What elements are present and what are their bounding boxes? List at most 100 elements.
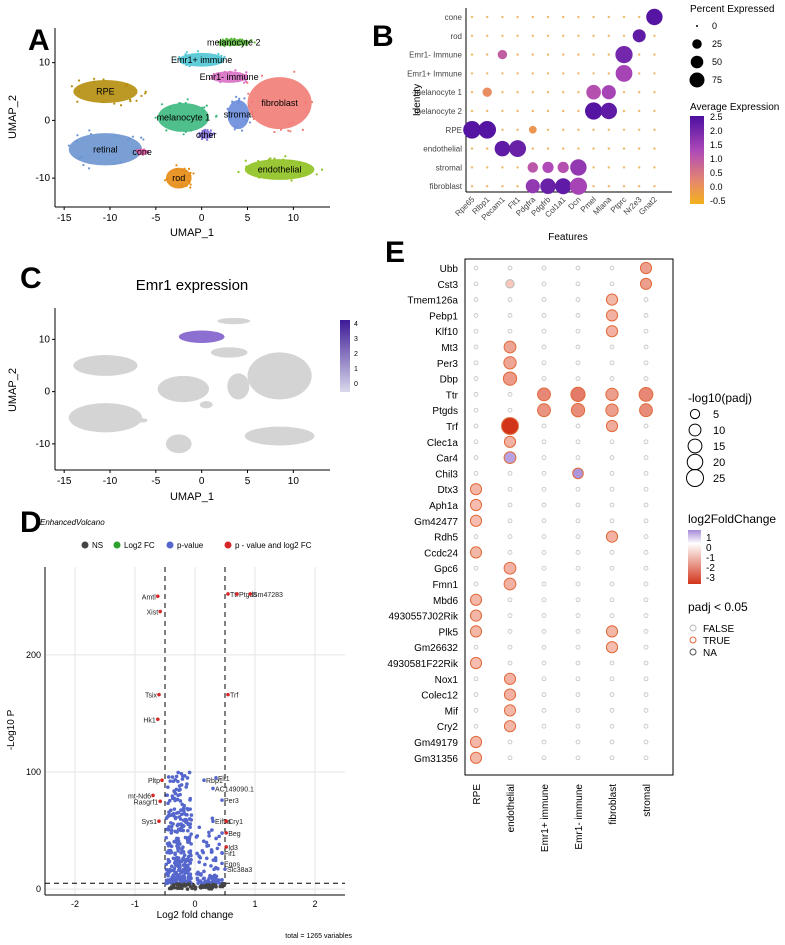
a-cell-point: [212, 132, 215, 135]
d-point: [167, 824, 171, 829]
b-legend-size-label: 50: [712, 57, 722, 67]
e-grid-dot: [507, 328, 513, 334]
d-point: [173, 852, 177, 857]
d-point: [187, 872, 192, 877]
a-cell-point: [252, 114, 255, 118]
b-dot: [555, 178, 572, 195]
a-cell-point: [160, 103, 164, 106]
d-point: [166, 878, 171, 883]
a-cell-point: [233, 37, 236, 40]
e-grid-dot: [541, 534, 547, 539]
d-point: [204, 840, 209, 845]
e-grid-dot: [575, 455, 581, 460]
e-grid-dot: [541, 644, 547, 650]
e-dot: [469, 609, 483, 622]
b-empty-dot: [638, 147, 641, 150]
d-point: [166, 857, 171, 862]
a-xtick-label: -10: [103, 213, 118, 224]
a-cell-point: [257, 176, 261, 179]
a-xtick-label: -15: [57, 213, 72, 224]
e-gene-label: Trf: [446, 422, 458, 433]
e-grid-dot: [473, 313, 479, 318]
d-point: [186, 840, 190, 844]
b-empty-dot: [501, 72, 504, 75]
e-legend-color-label: 1: [706, 533, 712, 544]
d-point: [176, 861, 181, 866]
e-grid-dot: [473, 376, 479, 381]
d-xtick-label: 1: [252, 899, 257, 909]
a-cluster-label: other: [196, 130, 217, 140]
a-cell-point: [315, 173, 318, 176]
e-grid-dot: [541, 692, 547, 697]
b-feature-label: Gnat2: [637, 195, 659, 217]
e-dot: [503, 435, 517, 448]
d-point: [174, 882, 179, 887]
e-legend-size-dot: [689, 408, 701, 420]
b-empty-dot: [607, 166, 610, 169]
b-legend-size-dot: [689, 72, 705, 88]
a-cell-point: [201, 106, 204, 109]
e-legend-sig-title: padj < 0.05: [688, 600, 748, 614]
b-identity-label: rod: [450, 32, 462, 41]
a-cell-point: [188, 65, 191, 68]
a-cell-point: [185, 184, 188, 187]
e-legend-color-label: -1: [706, 553, 715, 564]
a-cell-point: [245, 110, 249, 113]
a-cell-point: [304, 102, 307, 105]
a-cell-point: [184, 169, 188, 172]
a-cell-point: [200, 137, 203, 141]
b-empty-dot: [501, 128, 504, 131]
d-point: [201, 850, 205, 855]
e-gene-label: Ccdc24: [424, 548, 458, 559]
e-gene-label: Gm42477: [414, 517, 458, 528]
c-cluster: [73, 355, 138, 376]
d-labeled-point: [224, 819, 228, 823]
e-grid-dot: [507, 297, 513, 302]
e-gene-label: Cry2: [437, 722, 459, 733]
d-point: [187, 850, 191, 854]
e-grid-dot: [507, 471, 513, 476]
e-grid-dot: [541, 660, 547, 666]
b-empty-dot: [592, 185, 595, 188]
c-cluster: [68, 403, 143, 433]
b-empty-dot: [653, 91, 656, 94]
e-legend-size-dot: [687, 438, 703, 454]
d-point: [186, 857, 190, 862]
d-point: [179, 812, 184, 817]
e-grid-dot: [473, 565, 479, 571]
e-dot: [605, 403, 619, 417]
b-identity-label: Emr1- Immune: [409, 51, 462, 60]
e-grid-dot: [643, 518, 649, 524]
a-cell-point: [175, 168, 178, 171]
d-point: [170, 812, 175, 817]
d-point-label: Xist: [147, 610, 159, 617]
d-point-label: Rbp1: [206, 778, 223, 785]
b-empty-dot: [562, 15, 565, 19]
b-empty-dot: [516, 185, 519, 188]
a-cell-point: [246, 81, 249, 84]
e-grid-dot: [643, 676, 649, 682]
b-dot: [509, 140, 527, 158]
e-dot: [503, 340, 517, 354]
a-cell-point: [201, 129, 204, 133]
a-cell-point: [248, 121, 252, 124]
b-xlabel: Features: [548, 232, 587, 243]
d-point: [177, 883, 182, 888]
d-point: [166, 801, 170, 806]
e-dot: [501, 417, 519, 435]
d-point: [186, 835, 191, 840]
a-ytick-label: -10: [36, 173, 51, 184]
e-grid-dot: [541, 423, 547, 429]
c-ytick-label: -10: [36, 439, 51, 450]
a-cluster-melanocyte-1: melanocyte 1: [154, 98, 218, 136]
panel-a-umap: -15 -10 -5 0 5 10 -10 0 10 melanocyte 2 Emr1+ imm…: [7, 28, 330, 239]
d-labeled-point: [235, 592, 239, 596]
d-title: EnhancedVolcano: [40, 518, 105, 527]
b-dot: [525, 179, 540, 194]
e-grid-dot: [575, 692, 581, 697]
e-gene-label: Tmem126a: [407, 296, 458, 307]
e-grid-dot: [473, 644, 479, 650]
b-empty-dot: [577, 147, 580, 150]
c-ytick-label: 0: [44, 387, 50, 398]
e-dot: [503, 356, 517, 370]
